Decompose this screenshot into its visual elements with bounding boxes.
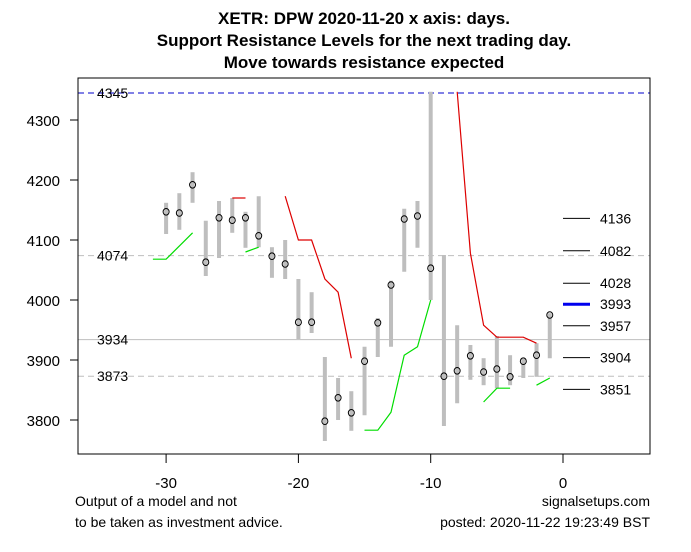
range-bars <box>162 91 554 441</box>
close-point <box>321 417 329 426</box>
next-level-label-3993: 3993 <box>600 296 631 312</box>
y-tick-label: 3800 <box>27 413 60 430</box>
close-point <box>480 368 488 376</box>
x-tick-label: 0 <box>559 475 567 492</box>
next-level-label-3957: 3957 <box>600 318 631 334</box>
close-point <box>255 232 263 240</box>
y-tick-label: 4100 <box>27 233 60 250</box>
posted-timestamp: posted: 2020-11-22 19:23:49 BST <box>440 514 650 530</box>
level-label-4345: 4345 <box>97 85 128 101</box>
close-point <box>533 351 541 360</box>
y-axis: 3800 3900 4000 4100 4200 4300 <box>27 113 78 430</box>
y-tick-label: 4200 <box>27 173 60 190</box>
close-point <box>281 260 289 268</box>
horizontal-levels: 4345 4074 3934 3873 <box>78 85 650 384</box>
chart-title: XETR: DPW 2020-11-20 x axis: days. Suppo… <box>157 9 571 72</box>
y-tick-label: 4000 <box>27 293 60 310</box>
level-label-4074: 4074 <box>97 248 128 264</box>
level-label-3873: 3873 <box>97 368 128 384</box>
close-point <box>361 357 369 366</box>
support-lines <box>152 232 551 431</box>
disclaimer-line-2: to be taken as investment advice. <box>75 514 283 530</box>
resistance-line <box>284 196 352 359</box>
close-point <box>493 365 501 373</box>
close-point <box>374 319 382 327</box>
support-line <box>536 377 551 386</box>
disclaimer-line-1: Output of a model and not <box>75 493 237 509</box>
close-point <box>427 264 435 273</box>
title-line-2: Support Resistance Levels for the next t… <box>157 31 571 50</box>
x-tick-label: -30 <box>155 475 177 492</box>
close-point <box>387 281 395 289</box>
resistance-line <box>456 91 537 344</box>
close-point <box>241 214 249 222</box>
y-tick-label: 4300 <box>27 113 60 130</box>
close-point <box>189 181 197 189</box>
close-point <box>202 258 210 267</box>
x-tick-label: -20 <box>288 475 310 492</box>
close-point <box>294 318 302 327</box>
close-point <box>347 409 355 417</box>
close-point <box>466 352 474 360</box>
support-line <box>483 387 511 403</box>
x-axis: -30 -20 -10 0 <box>155 454 567 492</box>
next-level-label-3904: 3904 <box>600 350 631 366</box>
next-level-label-4082: 4082 <box>600 243 631 259</box>
level-label-3934: 3934 <box>97 332 128 348</box>
close-point <box>400 215 408 223</box>
support-line <box>245 246 259 253</box>
next-level-label-3851: 3851 <box>600 381 631 397</box>
close-point <box>308 318 316 327</box>
resistance-lines <box>232 91 537 359</box>
close-point <box>413 212 421 220</box>
site-name: signalsetups.com <box>542 493 650 509</box>
plot-frame <box>77 77 651 455</box>
close-point <box>546 311 554 319</box>
title-line-1: XETR: DPW 2020-11-20 x axis: days. <box>218 9 510 28</box>
next-day-levels: 4136 4082 4028 3993 3957 3904 3851 <box>563 210 631 397</box>
close-point <box>440 372 448 381</box>
support-line <box>364 299 432 431</box>
close-point <box>334 394 342 402</box>
support-line <box>152 232 194 260</box>
close-point <box>215 214 223 222</box>
footer: Output of a model and not to be taken as… <box>75 493 650 530</box>
close-point <box>175 209 183 217</box>
next-level-label-4028: 4028 <box>600 275 631 291</box>
close-point <box>268 252 276 261</box>
title-line-3: Move towards resistance expected <box>224 53 505 72</box>
close-point <box>519 357 527 366</box>
y-tick-label: 3900 <box>27 353 60 370</box>
next-level-label-4136: 4136 <box>600 210 631 226</box>
x-tick-label: -10 <box>420 475 442 492</box>
close-point <box>162 208 170 216</box>
close-point <box>506 373 514 381</box>
close-point <box>228 216 236 224</box>
close-point <box>453 367 461 375</box>
